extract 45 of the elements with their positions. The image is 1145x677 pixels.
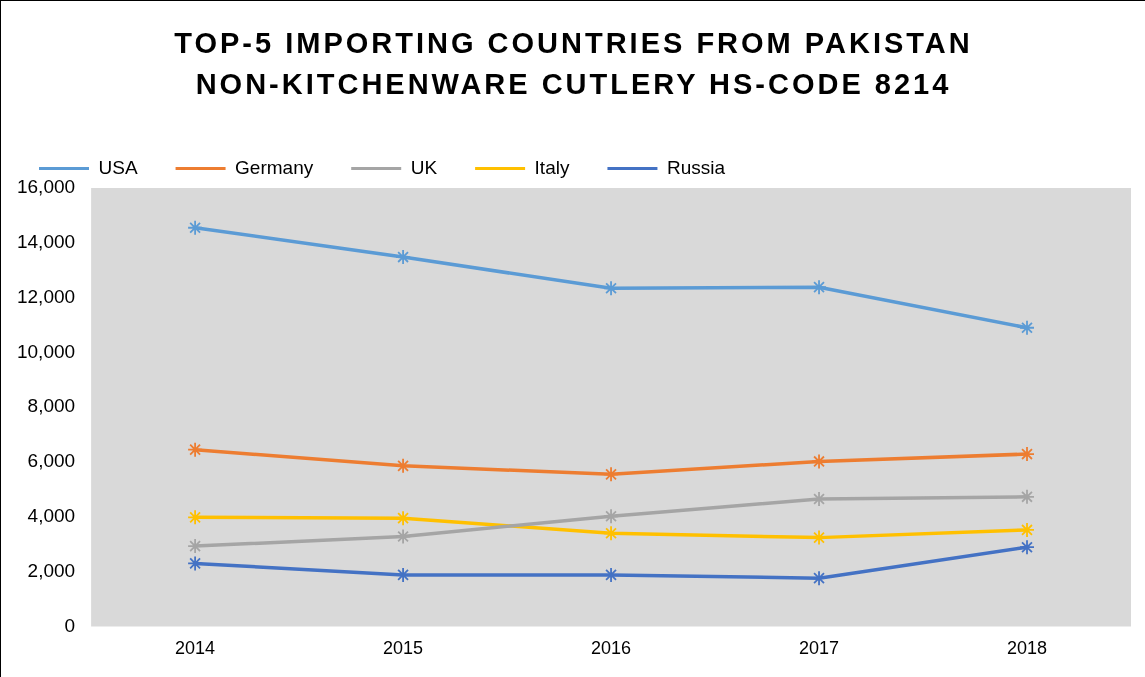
legend-label: UK	[410, 156, 438, 178]
x-tick-label: 2014	[175, 638, 216, 659]
point	[395, 249, 411, 265]
y-tick-label: 0	[64, 614, 76, 636]
point	[187, 509, 203, 526]
point	[603, 280, 619, 297]
y-tick-label: 6,000	[27, 450, 76, 472]
point	[603, 466, 619, 483]
point	[187, 219, 203, 236]
legend-label: Russia	[666, 156, 726, 178]
point	[811, 529, 827, 546]
point	[1019, 319, 1035, 336]
point	[811, 491, 827, 507]
legend-label: Germany	[235, 156, 314, 178]
point	[603, 566, 619, 583]
chart-title: TOP-5 IMPORTING COUNTRIES FROM PAKISTAN NON-KITCHENWARE CUTLERY HS-CODE 8214	[173, 26, 974, 102]
x-tick-label: 2016	[591, 638, 632, 659]
point	[1019, 522, 1035, 538]
point	[395, 510, 411, 527]
x-tick-label: 2017	[799, 638, 840, 659]
point	[395, 566, 411, 583]
point	[187, 441, 203, 458]
point	[1019, 539, 1035, 556]
y-tick-label: 16,000	[16, 176, 76, 198]
point	[1019, 446, 1035, 462]
y-tick-label: 14,000	[16, 231, 76, 253]
point	[811, 279, 827, 296]
point	[187, 555, 203, 572]
y-tick-label: 12,000	[16, 285, 76, 307]
y-tick-label: 10,000	[16, 340, 76, 362]
legend-label: USA	[98, 156, 138, 178]
point	[395, 528, 411, 545]
point	[1019, 488, 1035, 505]
x-tick-label: 2018	[1006, 638, 1048, 659]
point	[811, 453, 827, 470]
y-tick-label: 2,000	[27, 559, 76, 581]
y-tick-label: 8,000	[27, 395, 76, 417]
point	[811, 570, 827, 587]
point	[603, 508, 619, 525]
legend-label: Italy	[534, 156, 570, 178]
point	[603, 525, 619, 542]
x-tick-label: 2015	[383, 638, 424, 659]
point	[187, 538, 203, 555]
y-tick-label: 4,000	[27, 505, 76, 527]
point	[395, 457, 411, 474]
